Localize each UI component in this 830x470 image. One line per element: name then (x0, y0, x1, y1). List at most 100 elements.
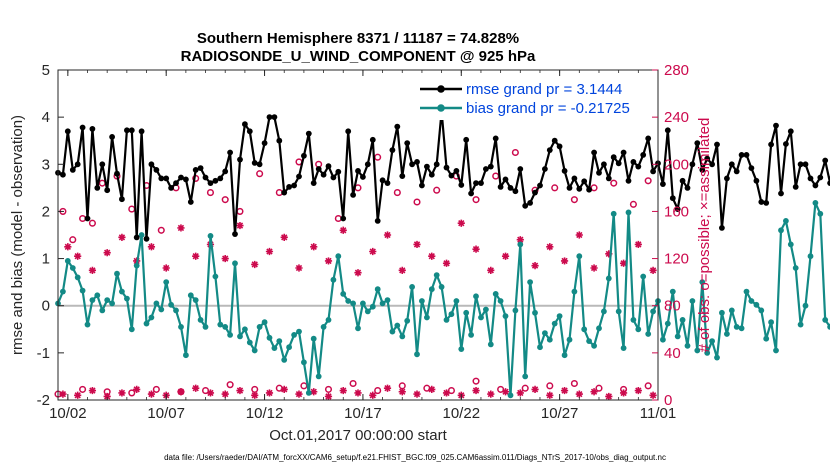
rmse-point (296, 173, 302, 180)
rmse-point (728, 161, 735, 168)
rmse-point (266, 114, 273, 120)
bias-point (69, 265, 76, 271)
rmse-point (478, 180, 484, 187)
bias-point (305, 390, 312, 396)
y-tick-label: -1 (37, 345, 50, 362)
assimilated-obs-marker (590, 388, 598, 396)
bias-point (227, 332, 234, 338)
rmse-point (792, 184, 799, 190)
assimilated-obs-marker (147, 390, 156, 398)
x-tick-label: 10/07 (147, 405, 185, 422)
rmse-point (468, 190, 474, 197)
rmse-point (310, 180, 317, 187)
possible-obs-marker (256, 170, 264, 178)
rmse-point (664, 127, 671, 134)
rmse-point (158, 175, 165, 182)
rmse-point (483, 166, 489, 172)
x-tick-label: 10/17 (344, 405, 382, 422)
assimilated-obs-marker (531, 262, 539, 270)
x-tick-label: 10/12 (246, 405, 284, 422)
rmse-point (733, 168, 740, 175)
rmse-point (635, 163, 642, 170)
assimilated-obs-marker (531, 385, 539, 393)
bias-point (812, 200, 819, 206)
rmse-point (768, 141, 774, 148)
bias-point (448, 311, 455, 318)
rmse-point (286, 184, 292, 190)
bias-point (138, 232, 145, 238)
rmse-point (591, 149, 597, 156)
bias-series-line (56, 201, 830, 397)
bias-point (320, 324, 327, 330)
bias-point (207, 233, 214, 239)
rmse-point (187, 199, 194, 205)
assimilated-obs-marker (428, 252, 436, 260)
possible-obs-marker (374, 153, 382, 161)
bias-point (487, 341, 494, 348)
bias-point (443, 317, 450, 323)
bias-point (625, 209, 632, 216)
assimilated-obs-marker (546, 391, 554, 399)
bias-point (714, 354, 720, 361)
possible-obs-marker (644, 177, 652, 185)
rmse-point (335, 168, 342, 175)
possible-obs-marker (324, 385, 333, 393)
assimilated-obs-marker (236, 386, 244, 395)
bias-point (143, 320, 150, 327)
x-tick-label: 10/22 (443, 405, 481, 422)
bias-point (246, 339, 253, 346)
rmse-point (645, 135, 652, 142)
bias-point (261, 319, 268, 326)
bias-point (271, 345, 278, 351)
possible-obs-marker (88, 219, 96, 227)
rmse-point (109, 134, 115, 140)
bias-point (532, 309, 538, 316)
rmse-point (719, 225, 725, 231)
assimilated-obs-marker (383, 231, 392, 239)
bias-point (468, 332, 474, 338)
bias-point (237, 333, 243, 340)
assimilated-obs-marker (192, 384, 200, 392)
y-right-tick-label: 160 (664, 203, 689, 220)
assimilated-obs-marker (74, 252, 82, 260)
rmse-point (748, 165, 755, 172)
bias-point (463, 309, 470, 316)
bias-point (330, 276, 337, 283)
rmse-point (364, 161, 371, 168)
bias-point (719, 309, 725, 316)
bias-point (197, 317, 204, 323)
bias-point (802, 302, 809, 309)
y-right-tick-label: 80 (664, 298, 681, 315)
rmse-point (60, 171, 66, 178)
rmse-point (507, 185, 514, 191)
possible-obs-marker (570, 379, 578, 388)
bias-point (84, 321, 91, 328)
bias-point (733, 324, 740, 330)
rmse-point (89, 125, 96, 132)
bias-point (350, 300, 356, 307)
y-right-tick-label: 200 (664, 156, 689, 173)
bias-point (797, 321, 804, 328)
assimilated-obs-marker (324, 257, 333, 265)
rmse-point (615, 160, 622, 167)
assimilated-obs-marker (605, 392, 613, 401)
possible-obs-marker (511, 148, 519, 157)
assimilated-obs-marker (118, 389, 126, 397)
rmse-point (369, 136, 376, 143)
rmse-point (345, 128, 352, 135)
bias-point (438, 284, 445, 290)
assimilated-obs-marker (74, 391, 82, 399)
assimilated-obs-marker (634, 240, 642, 249)
bias-point (458, 346, 465, 352)
bias-point (660, 336, 666, 343)
rmse-point (763, 200, 770, 206)
assimilated-obs-marker (221, 254, 229, 263)
rmse-point (551, 137, 558, 144)
rmse-point (689, 161, 696, 168)
footnote: data file: /Users/raeder/DAI/ATM_forcXX/… (164, 453, 666, 462)
rmse-point (571, 175, 578, 182)
possible-obs-marker (472, 377, 480, 385)
rmse-point (620, 149, 627, 156)
possible-obs-marker (69, 236, 77, 244)
assimilated-obs-marker (398, 388, 406, 396)
